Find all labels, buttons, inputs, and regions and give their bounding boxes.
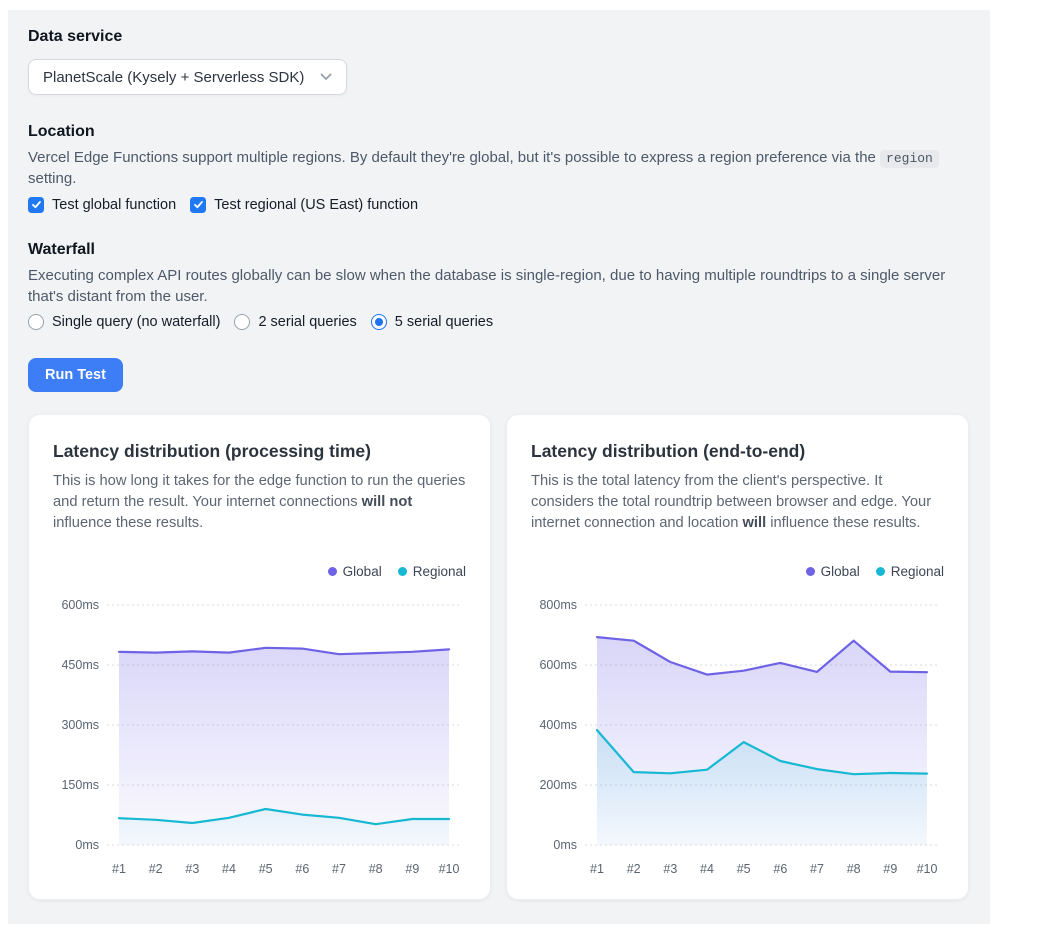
checkbox-test-regional-function[interactable]: Test regional (US East) function bbox=[190, 196, 419, 213]
y-axis-label: 450ms bbox=[61, 658, 99, 672]
data-service-select[interactable]: PlanetScale (Kysely + Serverless SDK) bbox=[28, 59, 347, 95]
y-axis-label: 0ms bbox=[553, 838, 577, 852]
x-axis-label: #8 bbox=[847, 862, 861, 876]
y-axis-label: 0ms bbox=[75, 838, 99, 852]
x-axis-label: #10 bbox=[439, 862, 460, 876]
x-axis-label: #8 bbox=[369, 862, 383, 876]
y-axis-label: 150ms bbox=[61, 778, 99, 792]
area-global bbox=[119, 647, 449, 845]
y-axis-label: 200ms bbox=[539, 778, 577, 792]
checkbox-checked-icon[interactable] bbox=[28, 196, 44, 213]
legend-label: Regional bbox=[412, 563, 466, 579]
card-description: This is the total latency from the clien… bbox=[531, 473, 932, 532]
line-regional bbox=[117, 807, 451, 826]
radio-5-serial-queries[interactable]: 5 serial queries bbox=[370, 314, 494, 331]
radio-label: 2 serial queries bbox=[258, 314, 357, 331]
radio-single-query[interactable]: Single query (no waterfall) bbox=[28, 314, 221, 331]
x-axis-label: #7 bbox=[810, 862, 824, 876]
chart-legend: Global Regional bbox=[531, 564, 944, 579]
chart-cards: Latency distribution (processing time) T… bbox=[28, 414, 970, 900]
line-regional bbox=[595, 728, 929, 776]
x-axis-label: #1 bbox=[590, 862, 604, 876]
chart-legend: Global Regional bbox=[53, 564, 466, 579]
x-axis-label: #3 bbox=[663, 862, 677, 876]
checkbox-label: Test regional (US East) function bbox=[214, 196, 419, 213]
location-checkbox-row: Test global function Test regional (US E… bbox=[28, 196, 970, 213]
chart-svg: 0ms 150ms 300ms 450ms 600ms #1 #2 #3 #4 #5 #6 #7 #8 #… bbox=[61, 598, 461, 876]
x-axis-label: #7 bbox=[332, 862, 346, 876]
global-dot-icon bbox=[327, 566, 337, 576]
line-global bbox=[595, 635, 929, 676]
legend-item-regional: Regional bbox=[875, 563, 944, 579]
radio-label: Single query (no waterfall) bbox=[52, 314, 221, 331]
data-service-select-value: PlanetScale (Kysely + Serverless SDK) bbox=[43, 68, 305, 86]
main-panel: Data service PlanetScale (Kysely + Serve… bbox=[8, 10, 990, 924]
legend-item-global: Global bbox=[327, 563, 382, 579]
radio-unselected-icon[interactable] bbox=[28, 314, 44, 331]
area-regional bbox=[119, 808, 449, 845]
location-description: Vercel Edge Functions support multiple r… bbox=[28, 147, 968, 190]
y-axis-label: 600ms bbox=[61, 598, 99, 612]
waterfall-heading: Waterfall bbox=[28, 240, 95, 258]
legend-item-global: Global bbox=[805, 563, 860, 579]
radio-2-serial-queries[interactable]: 2 serial queries bbox=[234, 314, 357, 331]
legend-item-regional: Regional bbox=[397, 563, 466, 579]
x-axis-label: #6 bbox=[773, 862, 787, 876]
y-axis-label: 300ms bbox=[61, 718, 99, 732]
x-axis-label: #2 bbox=[627, 862, 641, 876]
x-axis-label: #9 bbox=[405, 862, 419, 876]
x-axis-label: #3 bbox=[185, 862, 199, 876]
radio-selected-icon[interactable] bbox=[370, 314, 387, 331]
y-axis-label: 600ms bbox=[539, 658, 577, 672]
regional-dot-icon bbox=[875, 566, 885, 576]
x-axis-label: #9 bbox=[883, 862, 897, 876]
x-axis-label: #4 bbox=[700, 862, 714, 876]
legend-label: Global bbox=[820, 563, 860, 579]
checkbox-test-global-function[interactable]: Test global function bbox=[28, 196, 177, 213]
legend-label: Regional bbox=[890, 563, 944, 579]
x-axis-label: #2 bbox=[149, 862, 163, 876]
y-axis-label: 400ms bbox=[539, 718, 577, 732]
waterfall-description: Executing complex API routes globally ca… bbox=[28, 266, 946, 306]
location-heading: Location bbox=[28, 123, 95, 140]
radio-label: 5 serial queries bbox=[394, 314, 494, 331]
checkbox-label: Test global function bbox=[52, 196, 177, 213]
latency-chart-processing-time: 0ms 150ms 300ms 450ms 600ms #1 #2 #3 #4 #5 #6 #7 #8 #… bbox=[53, 589, 467, 881]
x-axis-label: #5 bbox=[259, 862, 273, 876]
run-test-button[interactable]: Run Test bbox=[28, 358, 123, 393]
y-axis-label: 800ms bbox=[539, 598, 577, 612]
x-axis-label: #10 bbox=[917, 862, 938, 876]
area-regional bbox=[597, 730, 927, 845]
x-axis-label: #1 bbox=[112, 862, 126, 876]
checkbox-checked-icon[interactable] bbox=[190, 196, 207, 213]
region-code-chip: region bbox=[880, 150, 939, 168]
card-end-to-end: Latency distribution (end-to-end) This i… bbox=[506, 414, 969, 900]
x-axis-label: #4 bbox=[222, 862, 236, 876]
latency-chart-end-to-end: 0ms 200ms 400ms 600ms 800ms #1 #2 #3 #4 #5 #6 #7 #8 #… bbox=[531, 589, 945, 881]
chart-svg: 0ms 200ms 400ms 600ms 800ms #1 #2 #3 #4 #5 #6 #7 #8 #… bbox=[539, 598, 939, 876]
regional-dot-icon bbox=[397, 566, 407, 576]
data-service-heading: Data service bbox=[28, 28, 123, 45]
radio-unselected-icon[interactable] bbox=[234, 314, 251, 331]
card-title: Latency distribution (processing time) bbox=[53, 441, 371, 462]
global-dot-icon bbox=[805, 566, 815, 576]
chevron-down-icon bbox=[320, 73, 332, 81]
line-global bbox=[117, 646, 451, 656]
card-processing-time: Latency distribution (processing time) T… bbox=[28, 414, 491, 900]
legend-label: Global bbox=[342, 563, 382, 579]
card-description: This is how long it takes for the edge f… bbox=[53, 473, 466, 532]
x-axis-label: #5 bbox=[737, 862, 751, 876]
card-title: Latency distribution (end-to-end) bbox=[531, 441, 806, 462]
x-axis-label: #6 bbox=[295, 862, 309, 876]
waterfall-radio-row: Single query (no waterfall) 2 serial que… bbox=[28, 314, 970, 331]
